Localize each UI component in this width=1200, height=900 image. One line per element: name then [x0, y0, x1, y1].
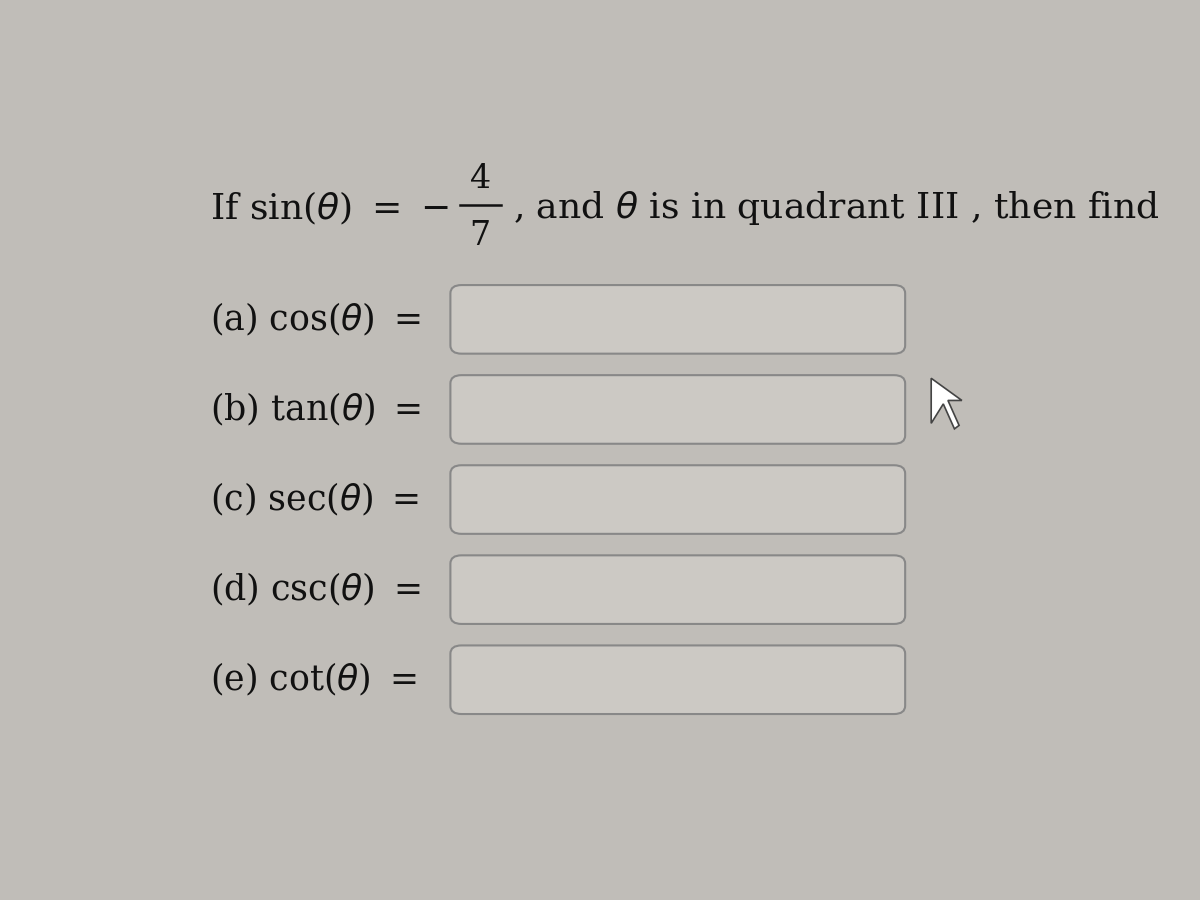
- Text: 7: 7: [469, 220, 491, 252]
- FancyBboxPatch shape: [450, 465, 905, 534]
- FancyBboxPatch shape: [450, 645, 905, 714]
- Text: (b) tan($\theta$) $=$: (b) tan($\theta$) $=$: [210, 391, 421, 428]
- FancyBboxPatch shape: [450, 285, 905, 354]
- Text: If sin($\theta$) $=$ $-$: If sin($\theta$) $=$ $-$: [210, 190, 449, 227]
- Text: (a) cos($\theta$) $=$: (a) cos($\theta$) $=$: [210, 301, 421, 338]
- Text: 4: 4: [469, 164, 491, 195]
- Polygon shape: [931, 378, 962, 429]
- Text: (c) sec($\theta$) $=$: (c) sec($\theta$) $=$: [210, 481, 420, 518]
- FancyBboxPatch shape: [450, 555, 905, 624]
- Text: , and $\theta$ is in quadrant III , then find: , and $\theta$ is in quadrant III , then…: [512, 190, 1159, 228]
- Text: (d) csc($\theta$) $=$: (d) csc($\theta$) $=$: [210, 572, 421, 608]
- FancyBboxPatch shape: [450, 375, 905, 444]
- Text: (e) cot($\theta$) $=$: (e) cot($\theta$) $=$: [210, 662, 418, 698]
